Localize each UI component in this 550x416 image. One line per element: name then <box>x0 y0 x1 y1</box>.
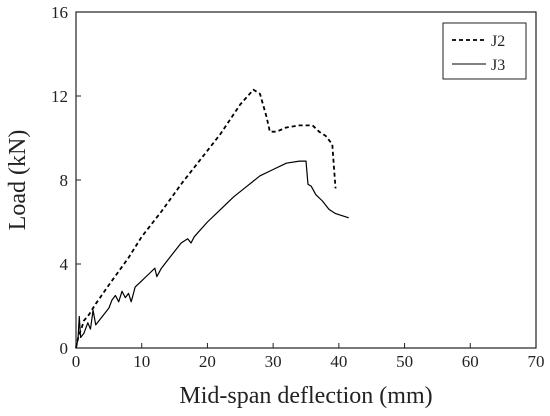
y-tick-label: 16 <box>51 3 68 22</box>
axis-ticks: 0 10 20 30 40 50 60 70 0 4 8 12 16 <box>51 3 545 371</box>
x-tick-label: 30 <box>265 352 282 371</box>
x-tick-label: 40 <box>330 352 347 371</box>
x-tick-label: 50 <box>396 352 413 371</box>
legend: J2 J3 <box>442 22 527 80</box>
legend-box <box>442 22 527 80</box>
x-tick-label: 10 <box>133 352 150 371</box>
legend-label-j3: J3 <box>491 57 505 74</box>
x-tick-label: 0 <box>72 352 81 371</box>
y-tick-label: 8 <box>60 171 69 190</box>
legend-label-j2: J2 <box>491 33 505 50</box>
series-line-j2 <box>75 88 337 349</box>
y-tick-label: 0 <box>60 339 69 358</box>
x-tick-label: 60 <box>462 352 479 371</box>
y-axis-title: Load (kN) <box>5 130 31 231</box>
y-tick-label: 4 <box>60 255 69 274</box>
series-layer <box>75 88 349 349</box>
y-tick-label: 12 <box>51 87 68 106</box>
series-line-j3 <box>75 160 349 349</box>
x-tick-label: 20 <box>199 352 216 371</box>
x-axis-title: Mid-span deflection (mm) <box>179 383 432 409</box>
x-tick-label: 70 <box>528 352 545 371</box>
